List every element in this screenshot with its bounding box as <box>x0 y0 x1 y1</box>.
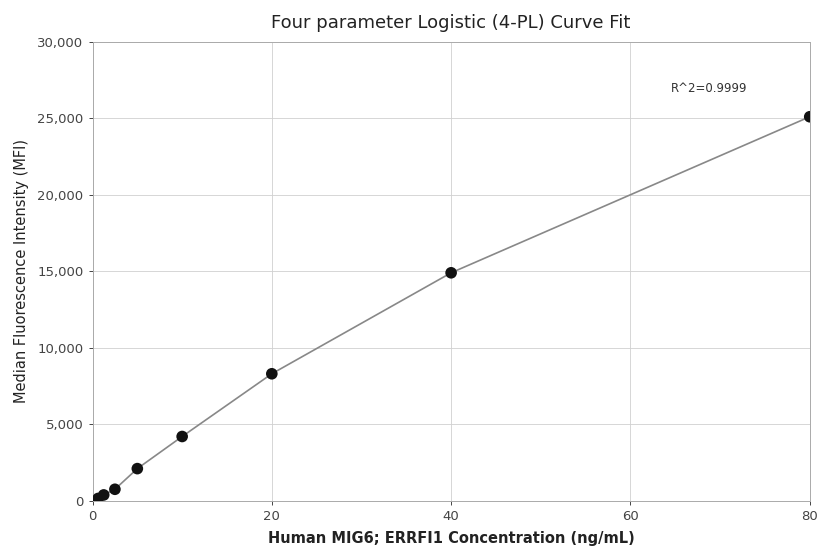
Point <box>265 369 279 378</box>
Point <box>108 485 121 494</box>
Title: Four parameter Logistic (4-PL) Curve Fit: Four parameter Logistic (4-PL) Curve Fit <box>271 14 631 32</box>
Point <box>176 432 189 441</box>
Y-axis label: Median Fluorescence Intensity (MFI): Median Fluorescence Intensity (MFI) <box>14 139 29 403</box>
Point <box>131 464 144 473</box>
Point <box>803 112 816 121</box>
X-axis label: Human MIG6; ERRFI1 Concentration (ng/mL): Human MIG6; ERRFI1 Concentration (ng/mL) <box>268 531 635 546</box>
Point <box>444 268 458 277</box>
Text: R^2=0.9999: R^2=0.9999 <box>671 82 747 95</box>
Point <box>92 494 105 503</box>
Point <box>97 491 111 500</box>
